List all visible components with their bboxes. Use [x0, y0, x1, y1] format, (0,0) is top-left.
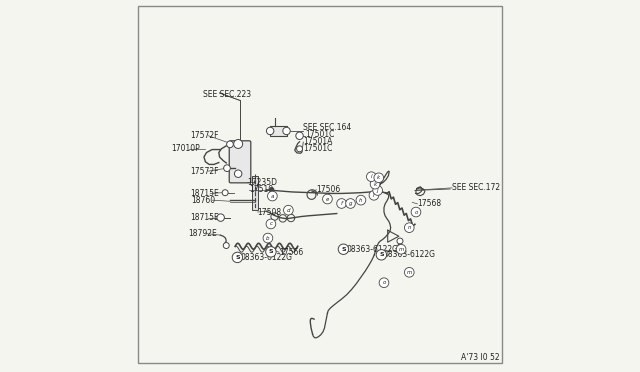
FancyBboxPatch shape — [229, 141, 251, 183]
Text: 08363-6122G: 08363-6122G — [346, 245, 398, 254]
Circle shape — [369, 190, 379, 200]
Text: i: i — [373, 193, 374, 198]
Text: g: g — [349, 201, 352, 206]
Text: 17568: 17568 — [417, 199, 442, 208]
Circle shape — [337, 199, 346, 208]
Circle shape — [404, 267, 414, 277]
Text: 17235D: 17235D — [248, 178, 278, 187]
Text: e: e — [326, 196, 329, 202]
Text: a: a — [271, 193, 274, 199]
Text: SEE SEC.164: SEE SEC.164 — [303, 123, 351, 132]
Text: 17501C: 17501C — [305, 130, 335, 139]
Text: 17510: 17510 — [250, 185, 273, 194]
Circle shape — [396, 244, 406, 254]
Text: 17572F: 17572F — [190, 167, 218, 176]
Text: 08363-6122G: 08363-6122G — [384, 250, 436, 259]
Circle shape — [376, 250, 387, 260]
Circle shape — [296, 132, 303, 140]
Circle shape — [367, 172, 376, 182]
Text: c: c — [269, 221, 273, 227]
Circle shape — [370, 179, 380, 189]
Bar — [270, 126, 287, 136]
Text: SEE SEC.223: SEE SEC.223 — [203, 90, 251, 99]
Circle shape — [373, 186, 383, 195]
Text: o: o — [382, 280, 386, 285]
Text: d: d — [287, 208, 290, 213]
Text: S: S — [379, 252, 384, 257]
Circle shape — [296, 146, 303, 152]
Text: 17566: 17566 — [279, 248, 303, 257]
Text: 17506: 17506 — [316, 185, 340, 194]
Circle shape — [346, 199, 355, 208]
Text: 18715E: 18715E — [190, 213, 218, 222]
Text: 08363-6122G: 08363-6122G — [240, 253, 292, 262]
Text: m: m — [399, 247, 404, 252]
Text: 17501C: 17501C — [303, 144, 333, 153]
Circle shape — [379, 278, 389, 288]
Text: k: k — [374, 182, 376, 187]
Text: l: l — [371, 174, 372, 179]
Circle shape — [266, 247, 276, 257]
Text: 17572F: 17572F — [190, 131, 218, 140]
Circle shape — [374, 173, 383, 183]
Circle shape — [263, 233, 273, 243]
Text: 17501A: 17501A — [303, 137, 333, 146]
Circle shape — [266, 219, 276, 229]
Text: 18792E: 18792E — [188, 229, 217, 238]
Circle shape — [222, 190, 228, 196]
Circle shape — [234, 170, 242, 177]
Text: o: o — [414, 209, 418, 215]
Circle shape — [232, 252, 243, 263]
Text: 17508: 17508 — [257, 208, 282, 217]
Circle shape — [269, 187, 274, 192]
Circle shape — [397, 244, 402, 248]
Text: h: h — [359, 198, 363, 203]
Circle shape — [404, 223, 414, 232]
Text: S: S — [341, 247, 346, 252]
Circle shape — [268, 191, 277, 201]
Text: 17010P: 17010P — [172, 144, 200, 153]
Text: 18760: 18760 — [191, 196, 216, 205]
Text: S: S — [269, 249, 273, 254]
Circle shape — [266, 127, 274, 135]
Circle shape — [411, 207, 421, 217]
Circle shape — [323, 194, 332, 204]
Text: SEE SEC.172: SEE SEC.172 — [452, 183, 500, 192]
Circle shape — [284, 205, 293, 215]
Text: m: m — [406, 270, 412, 275]
Circle shape — [283, 127, 291, 135]
Text: k: k — [377, 175, 380, 180]
Circle shape — [223, 165, 230, 171]
Circle shape — [223, 243, 229, 248]
Text: b: b — [266, 235, 269, 241]
Text: 18715E: 18715E — [190, 189, 218, 198]
Circle shape — [217, 214, 225, 221]
Text: n: n — [408, 225, 411, 230]
Bar — [252, 176, 257, 210]
Circle shape — [227, 141, 234, 148]
Text: f: f — [340, 201, 342, 206]
Circle shape — [397, 238, 403, 244]
Circle shape — [234, 140, 243, 148]
Text: j: j — [377, 188, 378, 193]
Circle shape — [356, 195, 365, 205]
Circle shape — [338, 244, 349, 254]
Text: A'73 l0 52: A'73 l0 52 — [461, 353, 500, 362]
Text: S: S — [235, 255, 240, 260]
